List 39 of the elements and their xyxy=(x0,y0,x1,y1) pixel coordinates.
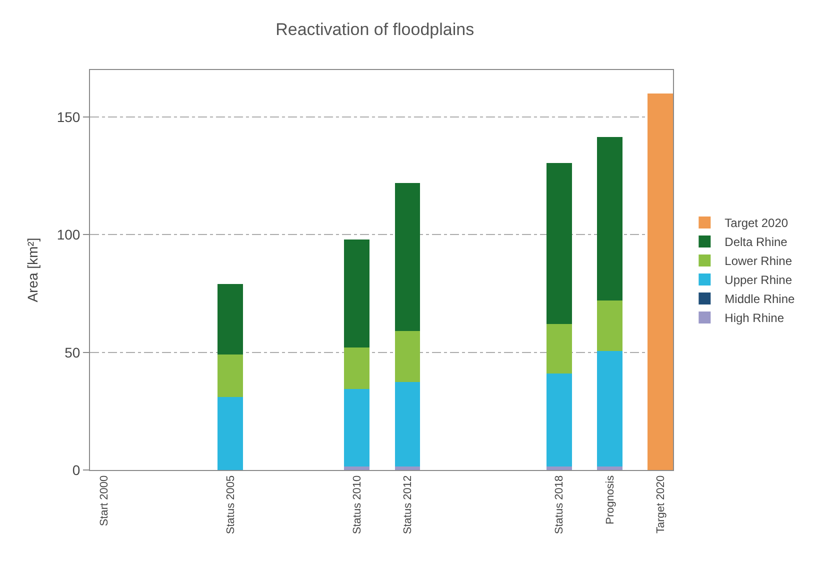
y-axis-title: Area [km²] xyxy=(24,238,40,302)
y-tick-label: 100 xyxy=(56,226,80,243)
bar xyxy=(344,388,370,466)
bar xyxy=(597,137,622,301)
bar xyxy=(218,354,244,398)
x-tick-label: Start 2000 xyxy=(98,475,110,526)
y-tick-label: 50 xyxy=(64,344,80,360)
bar xyxy=(546,324,572,374)
y-tick-label: 150 xyxy=(56,108,80,125)
bar xyxy=(218,284,244,355)
x-tick-label: Status 2018 xyxy=(554,475,566,534)
bar xyxy=(648,94,673,470)
bar xyxy=(344,348,370,389)
bar xyxy=(546,374,572,466)
bar xyxy=(394,382,420,466)
bar xyxy=(597,351,622,466)
legend-label: Lower Rhine xyxy=(724,254,792,268)
bar xyxy=(597,300,622,352)
bar xyxy=(597,466,622,470)
y-tick-label: 0 xyxy=(72,462,80,478)
x-tick-label: Prognosis xyxy=(604,474,616,524)
bar xyxy=(546,466,572,470)
bar xyxy=(344,466,370,470)
x-tick-label: Target 2020 xyxy=(654,475,667,534)
bar xyxy=(546,162,572,324)
legend-label: Target 2020 xyxy=(724,216,788,230)
x-tick-label: Status 2005 xyxy=(224,475,237,534)
bar xyxy=(394,466,420,470)
bar xyxy=(394,182,420,332)
bar xyxy=(344,239,370,348)
legend-label: Delta Rhine xyxy=(724,235,788,250)
x-tick-label: Status 2012 xyxy=(402,475,414,534)
legend-label: Middle Rhine xyxy=(724,292,796,306)
legend-label: Upper Rhine xyxy=(724,273,792,288)
x-tick-label: Status 2010 xyxy=(351,475,364,534)
bar xyxy=(394,331,420,382)
legend-label: High Rhine xyxy=(724,311,784,326)
chart-title: Reactivation of floodplains xyxy=(276,20,474,39)
bar xyxy=(218,397,244,470)
